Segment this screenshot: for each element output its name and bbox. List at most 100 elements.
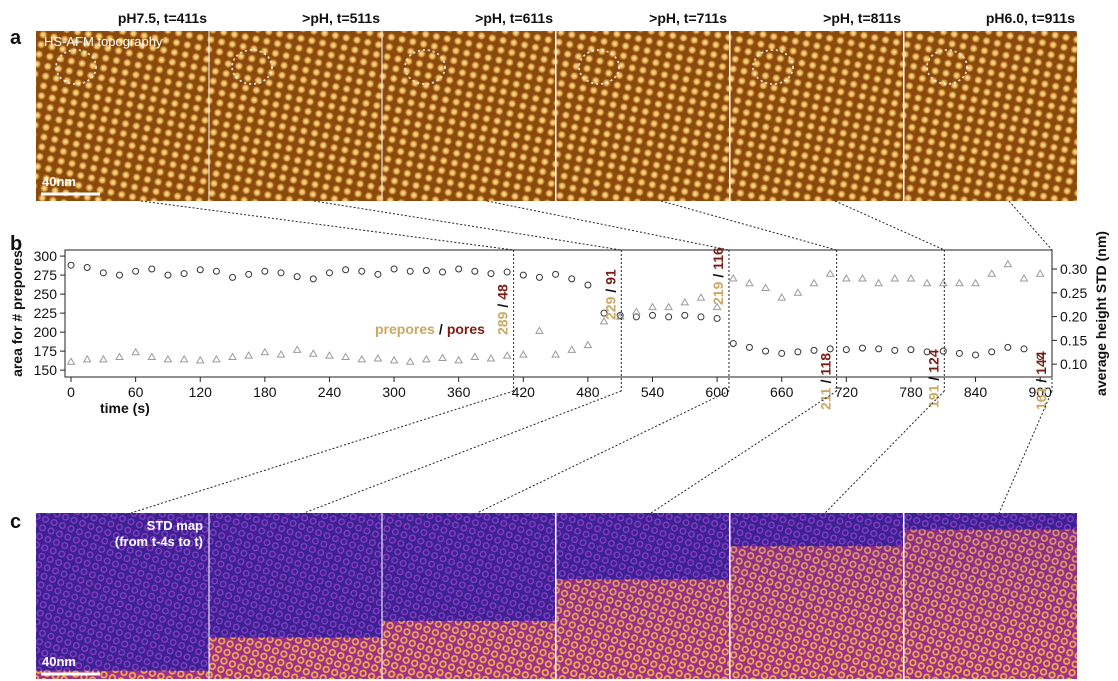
data-point	[439, 268, 447, 276]
data-point	[212, 354, 221, 363]
data-point	[147, 352, 157, 361]
data-point	[260, 347, 270, 356]
data-point	[712, 302, 722, 311]
data-point	[890, 274, 900, 282]
std-hotspot	[730, 546, 903, 679]
data-point	[228, 352, 237, 361]
x-tick-label: 660	[770, 384, 794, 400]
count-separator: /	[1033, 379, 1049, 383]
data-point	[841, 274, 851, 282]
y-tick-label: 200	[34, 324, 58, 340]
data-point	[875, 345, 883, 353]
connector	[660, 200, 837, 251]
data-point	[745, 278, 754, 287]
x-tick-label: 840	[964, 384, 988, 400]
panel-label: a	[10, 27, 22, 49]
data-point	[502, 351, 512, 359]
connector	[486, 200, 730, 251]
data-point	[325, 269, 333, 277]
prepore-count: 161	[1033, 386, 1049, 410]
data-point	[778, 349, 786, 357]
count-label: 229 / 91	[602, 269, 618, 320]
count-separator: /	[602, 289, 618, 293]
data-point	[1035, 269, 1045, 277]
connector	[140, 200, 514, 251]
data-point	[535, 273, 543, 281]
image-annotation: STD map	[147, 518, 203, 533]
x-tick-label: 0	[67, 384, 75, 400]
data-point	[599, 316, 609, 325]
pore-count: 116	[710, 247, 726, 270]
highlight-circle	[752, 49, 794, 85]
data-point	[891, 346, 899, 354]
data-point	[309, 275, 317, 283]
image-title: pH7.5, t=411s	[118, 10, 207, 26]
data-point	[762, 347, 770, 355]
data-point	[341, 352, 350, 361]
data-point	[115, 271, 123, 279]
data-point	[826, 345, 834, 353]
y-tick-label: 225	[34, 305, 58, 321]
data-point	[196, 266, 204, 274]
data-point	[1003, 259, 1013, 268]
data-point	[988, 348, 996, 356]
highlight-circle	[55, 49, 97, 85]
data-point	[648, 302, 657, 311]
data-point	[938, 278, 948, 287]
data-point	[680, 297, 690, 306]
std-hotspot	[382, 620, 555, 679]
data-point	[939, 347, 947, 355]
data-point	[422, 354, 431, 363]
afm-image	[904, 31, 1077, 201]
data-point	[454, 355, 464, 364]
data-point	[229, 273, 237, 281]
y-tick-label: 300	[34, 248, 58, 264]
data-point	[955, 349, 963, 357]
data-point	[374, 270, 382, 278]
y-axis-label: area for # prepores	[9, 250, 25, 377]
y2-tick-label: 0.25	[1060, 285, 1087, 301]
count-separator: /	[818, 379, 834, 383]
data-point	[568, 275, 576, 283]
data-point	[728, 274, 738, 282]
connector	[824, 390, 945, 514]
data-point	[681, 311, 689, 319]
data-point	[1036, 352, 1044, 360]
data-point	[906, 274, 916, 282]
data-point	[261, 267, 269, 275]
connector	[650, 390, 837, 514]
highlight-circle	[926, 49, 968, 85]
x-tick-label: 360	[447, 384, 471, 400]
data-point	[665, 313, 673, 321]
connector	[303, 390, 622, 514]
data-point	[972, 351, 980, 359]
data-point	[99, 269, 107, 277]
afm-image	[556, 31, 729, 201]
count-separator: /	[710, 274, 726, 278]
std-hotspot	[36, 670, 209, 679]
connector	[130, 390, 514, 514]
image-title: >pH, t=611s	[475, 10, 553, 26]
std-hotspot	[904, 529, 1077, 679]
data-point	[292, 345, 302, 353]
connector	[1008, 200, 1053, 251]
scale-bar-label: 40nm	[42, 174, 76, 189]
data-point	[276, 350, 286, 358]
data-point	[874, 278, 884, 287]
data-point	[195, 355, 205, 364]
std-hotspot	[556, 579, 729, 679]
prepore-count: 289	[495, 311, 511, 335]
data-point	[180, 270, 188, 278]
data-point	[455, 265, 463, 273]
data-point	[244, 351, 254, 359]
data-point	[487, 270, 495, 278]
data-point	[519, 271, 527, 279]
y2-tick-label: 0.20	[1060, 309, 1087, 325]
data-point	[535, 326, 544, 334]
y2-tick-label: 0.15	[1060, 332, 1087, 348]
data-point	[584, 281, 592, 289]
data-point	[471, 267, 479, 275]
data-point	[357, 354, 367, 363]
y-tick-label: 250	[34, 286, 58, 302]
